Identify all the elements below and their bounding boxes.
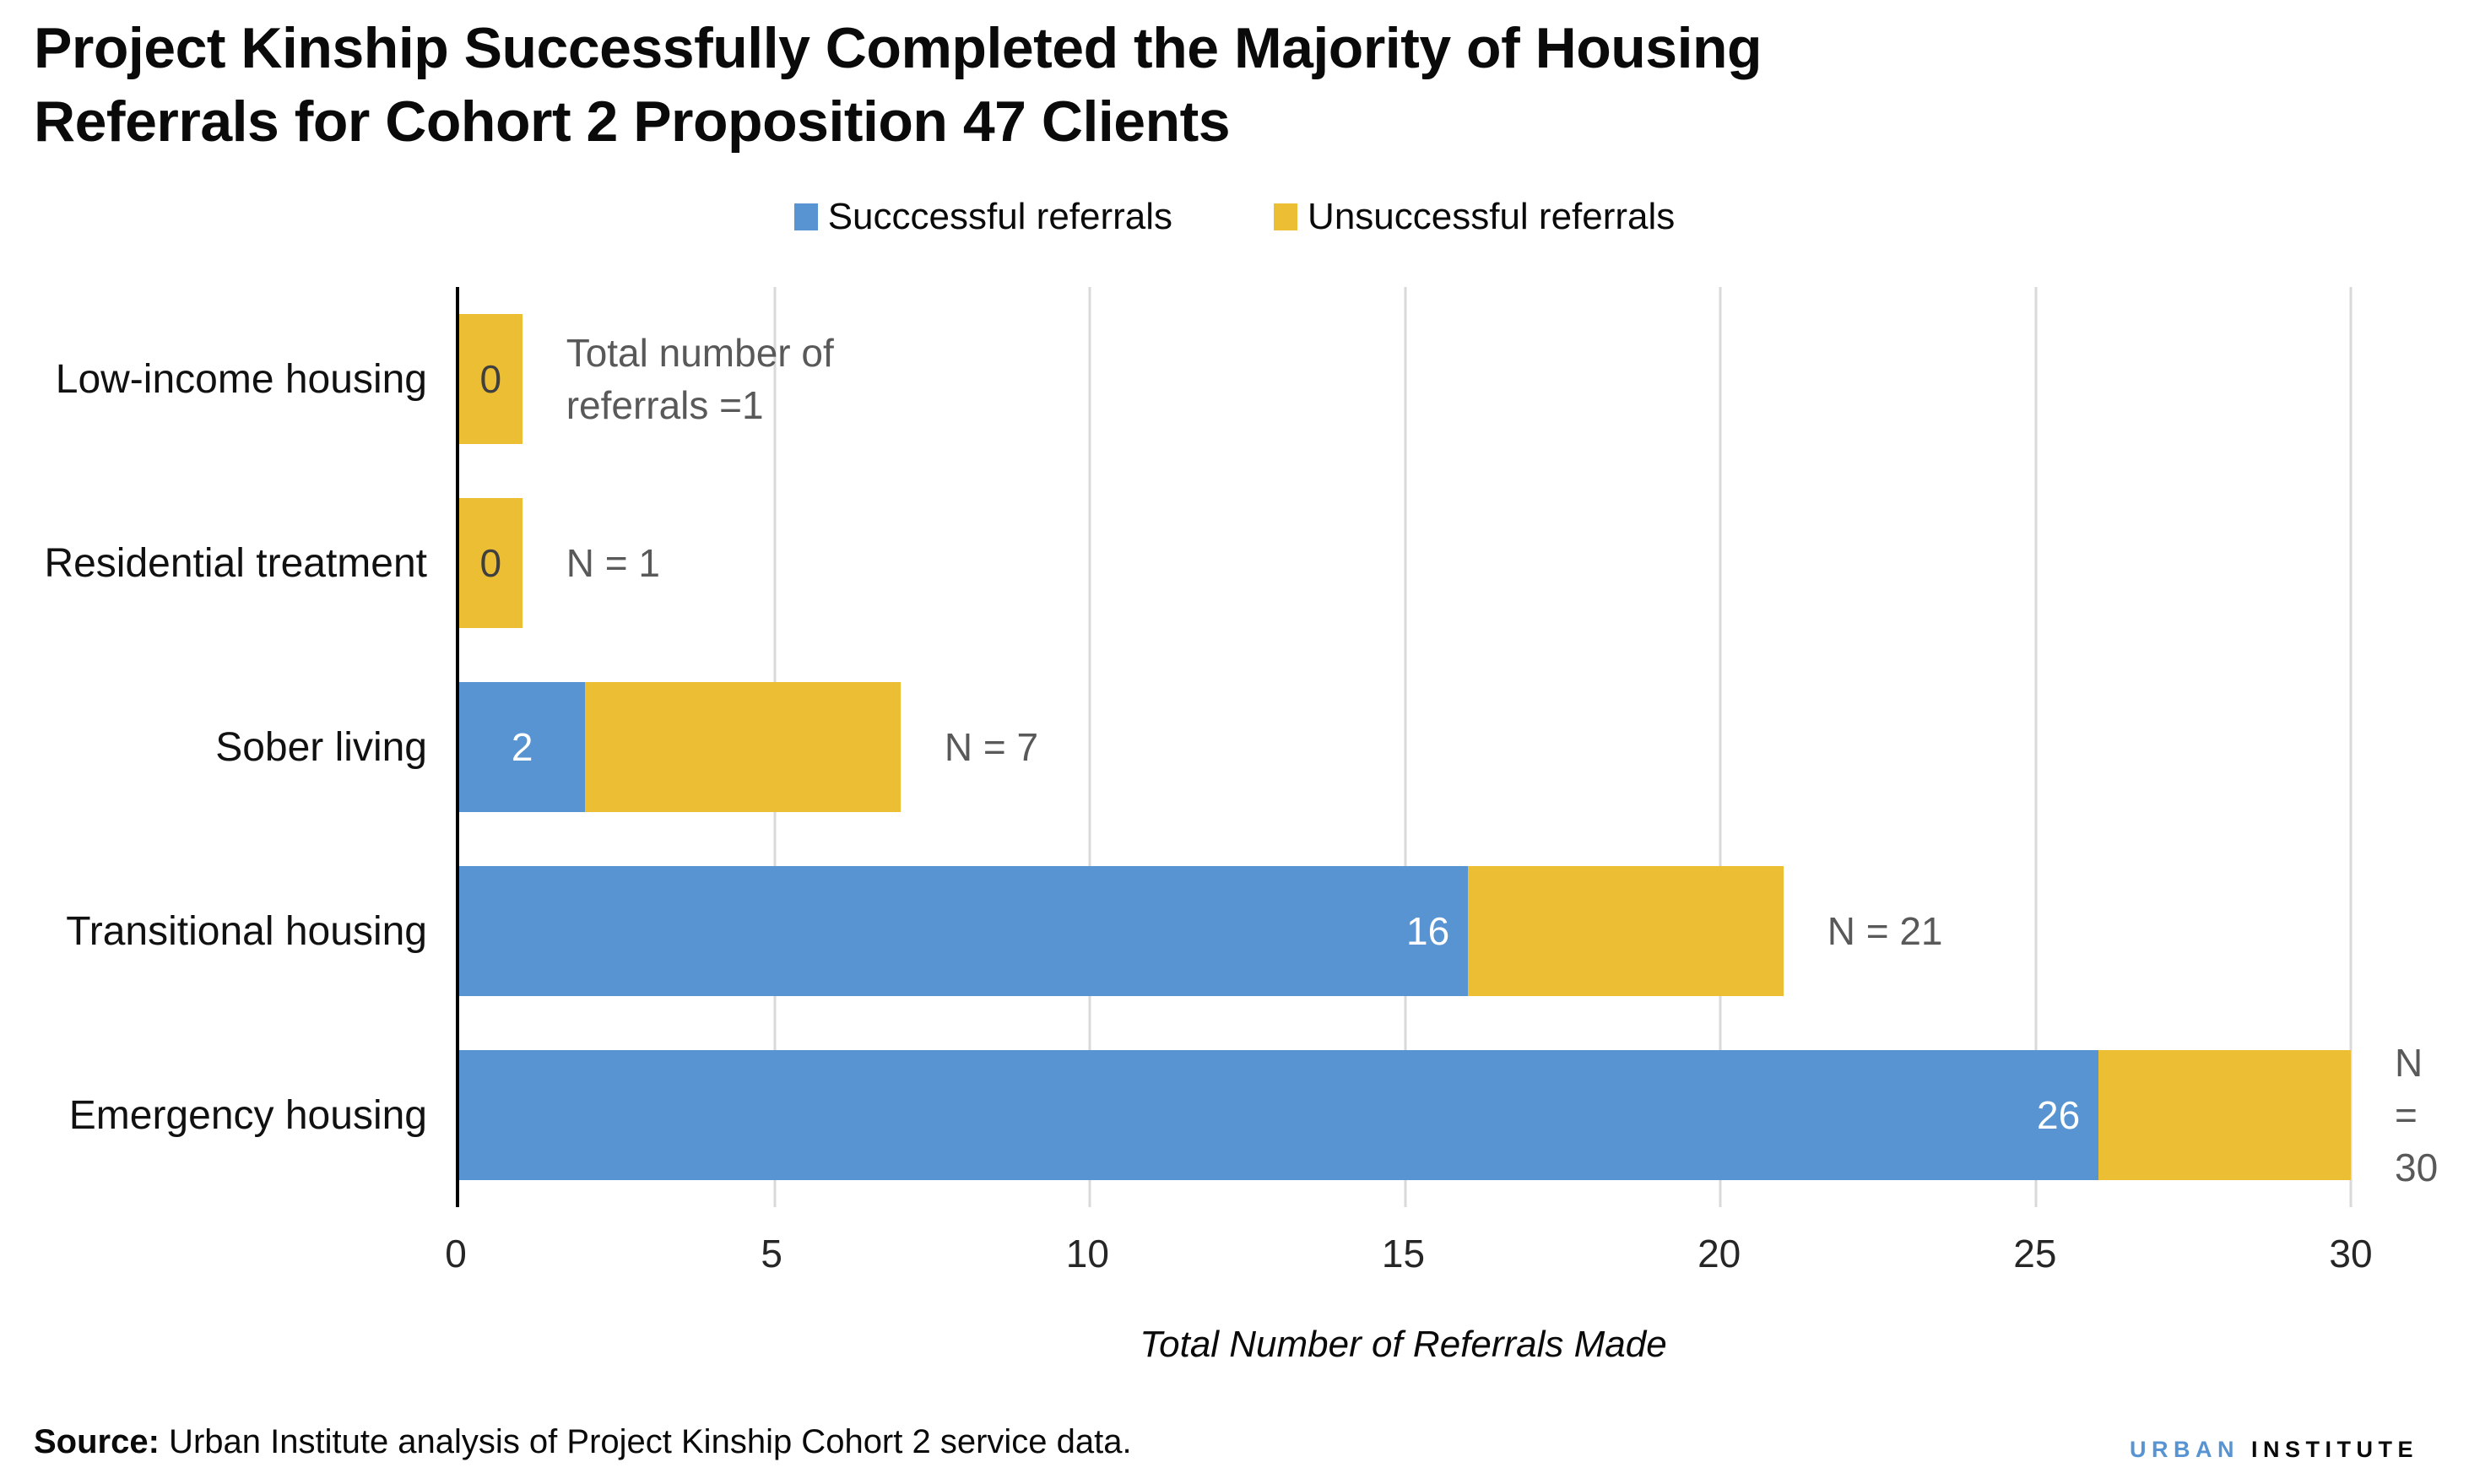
urban-institute-logo: URBAN INSTITUTE [2130,1437,2418,1463]
bar-segment-successful: 16 [459,865,1469,997]
total-annotation: N = 1 [566,540,660,585]
legend-item: Unsuccessful referrals [1274,196,1675,238]
gridline [1088,287,1091,1207]
bar-row: 26 N = 30 [459,1023,2438,1207]
x-tick-label: 5 [761,1232,782,1275]
bar-segment-successful: 2 [459,681,586,813]
bar-row: 2 N = 7 [459,655,2351,839]
legend: Succcessful referrals Unsuccessful referr… [0,196,2469,238]
category-label: Transitional housing [66,908,427,954]
legend-swatch-icon [1274,203,1298,230]
x-tick-label: 15 [1381,1232,1426,1275]
source-note: Source: Urban Institute analysis of Proj… [34,1423,1132,1461]
bar-row: 0 Total number of referrals =1 [459,287,2351,471]
bar-segment-unsuccessful [1468,865,1784,997]
logo-institute: INSTITUTE [2251,1437,2418,1462]
bar-value-label: 26 [2037,1092,2081,1137]
bar-segment-unsuccessful: 0 [459,497,522,629]
gridline [1719,287,1722,1207]
bar-segment-unsuccessful: 0 [459,313,522,445]
gridline [1404,287,1406,1207]
logo-urban: URBAN [2130,1437,2239,1462]
bar-segment-unsuccessful [2098,1049,2351,1181]
stacked-bar: 0 [459,497,2351,629]
bar-value-label: 0 [479,356,502,401]
bar-segment-successful: 26 [459,1049,2099,1181]
stacked-bar: 26 [459,1049,2351,1181]
total-annotation: N = 21 [1827,908,1943,953]
category-label: Low-income housing [55,356,427,402]
total-annotation: N = 7 [944,724,1039,769]
bar-segment-unsuccessful [585,681,901,813]
source-text: Urban Institute analysis of Project Kins… [159,1423,1132,1460]
legend-swatch-icon [793,203,818,230]
bar-value-label: 16 [1406,908,1450,953]
category-axis: Low-income housing Residential treatment S… [0,287,427,1207]
x-tick-label: 30 [2329,1232,2373,1275]
total-annotation: N = 30 [2395,1040,2439,1190]
x-tick-label: 20 [1697,1232,1741,1275]
x-axis: 0 5 10 15 20 25 30 [445,1231,2372,1281]
category-label: Emergency housing [68,1092,427,1138]
chart-title: Project Kinship Successfully Completed t… [34,16,1762,154]
source-label: Source: [34,1423,160,1460]
bar-value-label: 0 [479,540,502,585]
gridline [2034,287,2037,1207]
plot-area: 0 Total number of referrals =1 0 N = 1 2 N = … [456,287,2438,1207]
x-tick-label: 0 [445,1232,467,1275]
x-tick-label: 10 [1065,1232,1109,1275]
x-axis-title: Total Number of Referrals Made [1140,1324,1667,1365]
bar-row: 0 N = 1 [459,471,2351,655]
stacked-bar: 2 [459,681,2351,813]
bar-value-label: 2 [511,724,533,769]
legend-label: Succcessful referrals [827,196,1173,237]
plot-rows: 0 Total number of referrals =1 0 N = 1 2 N = … [459,287,2438,1207]
total-annotation: Total number of referrals =1 [566,330,834,427]
legend-label: Unsuccessful referrals [1308,196,1676,237]
gridline [2349,287,2353,1207]
bar-row: 16 N = 21 [459,839,2351,1023]
legend-item: Succcessful referrals [793,196,1173,238]
category-label: Sober living [215,724,427,770]
stacked-bar: 16 [459,865,2351,997]
category-label: Residential treatment [44,540,427,586]
stacked-bar: 0 [459,313,2351,445]
x-tick-label: 25 [2013,1232,2057,1275]
